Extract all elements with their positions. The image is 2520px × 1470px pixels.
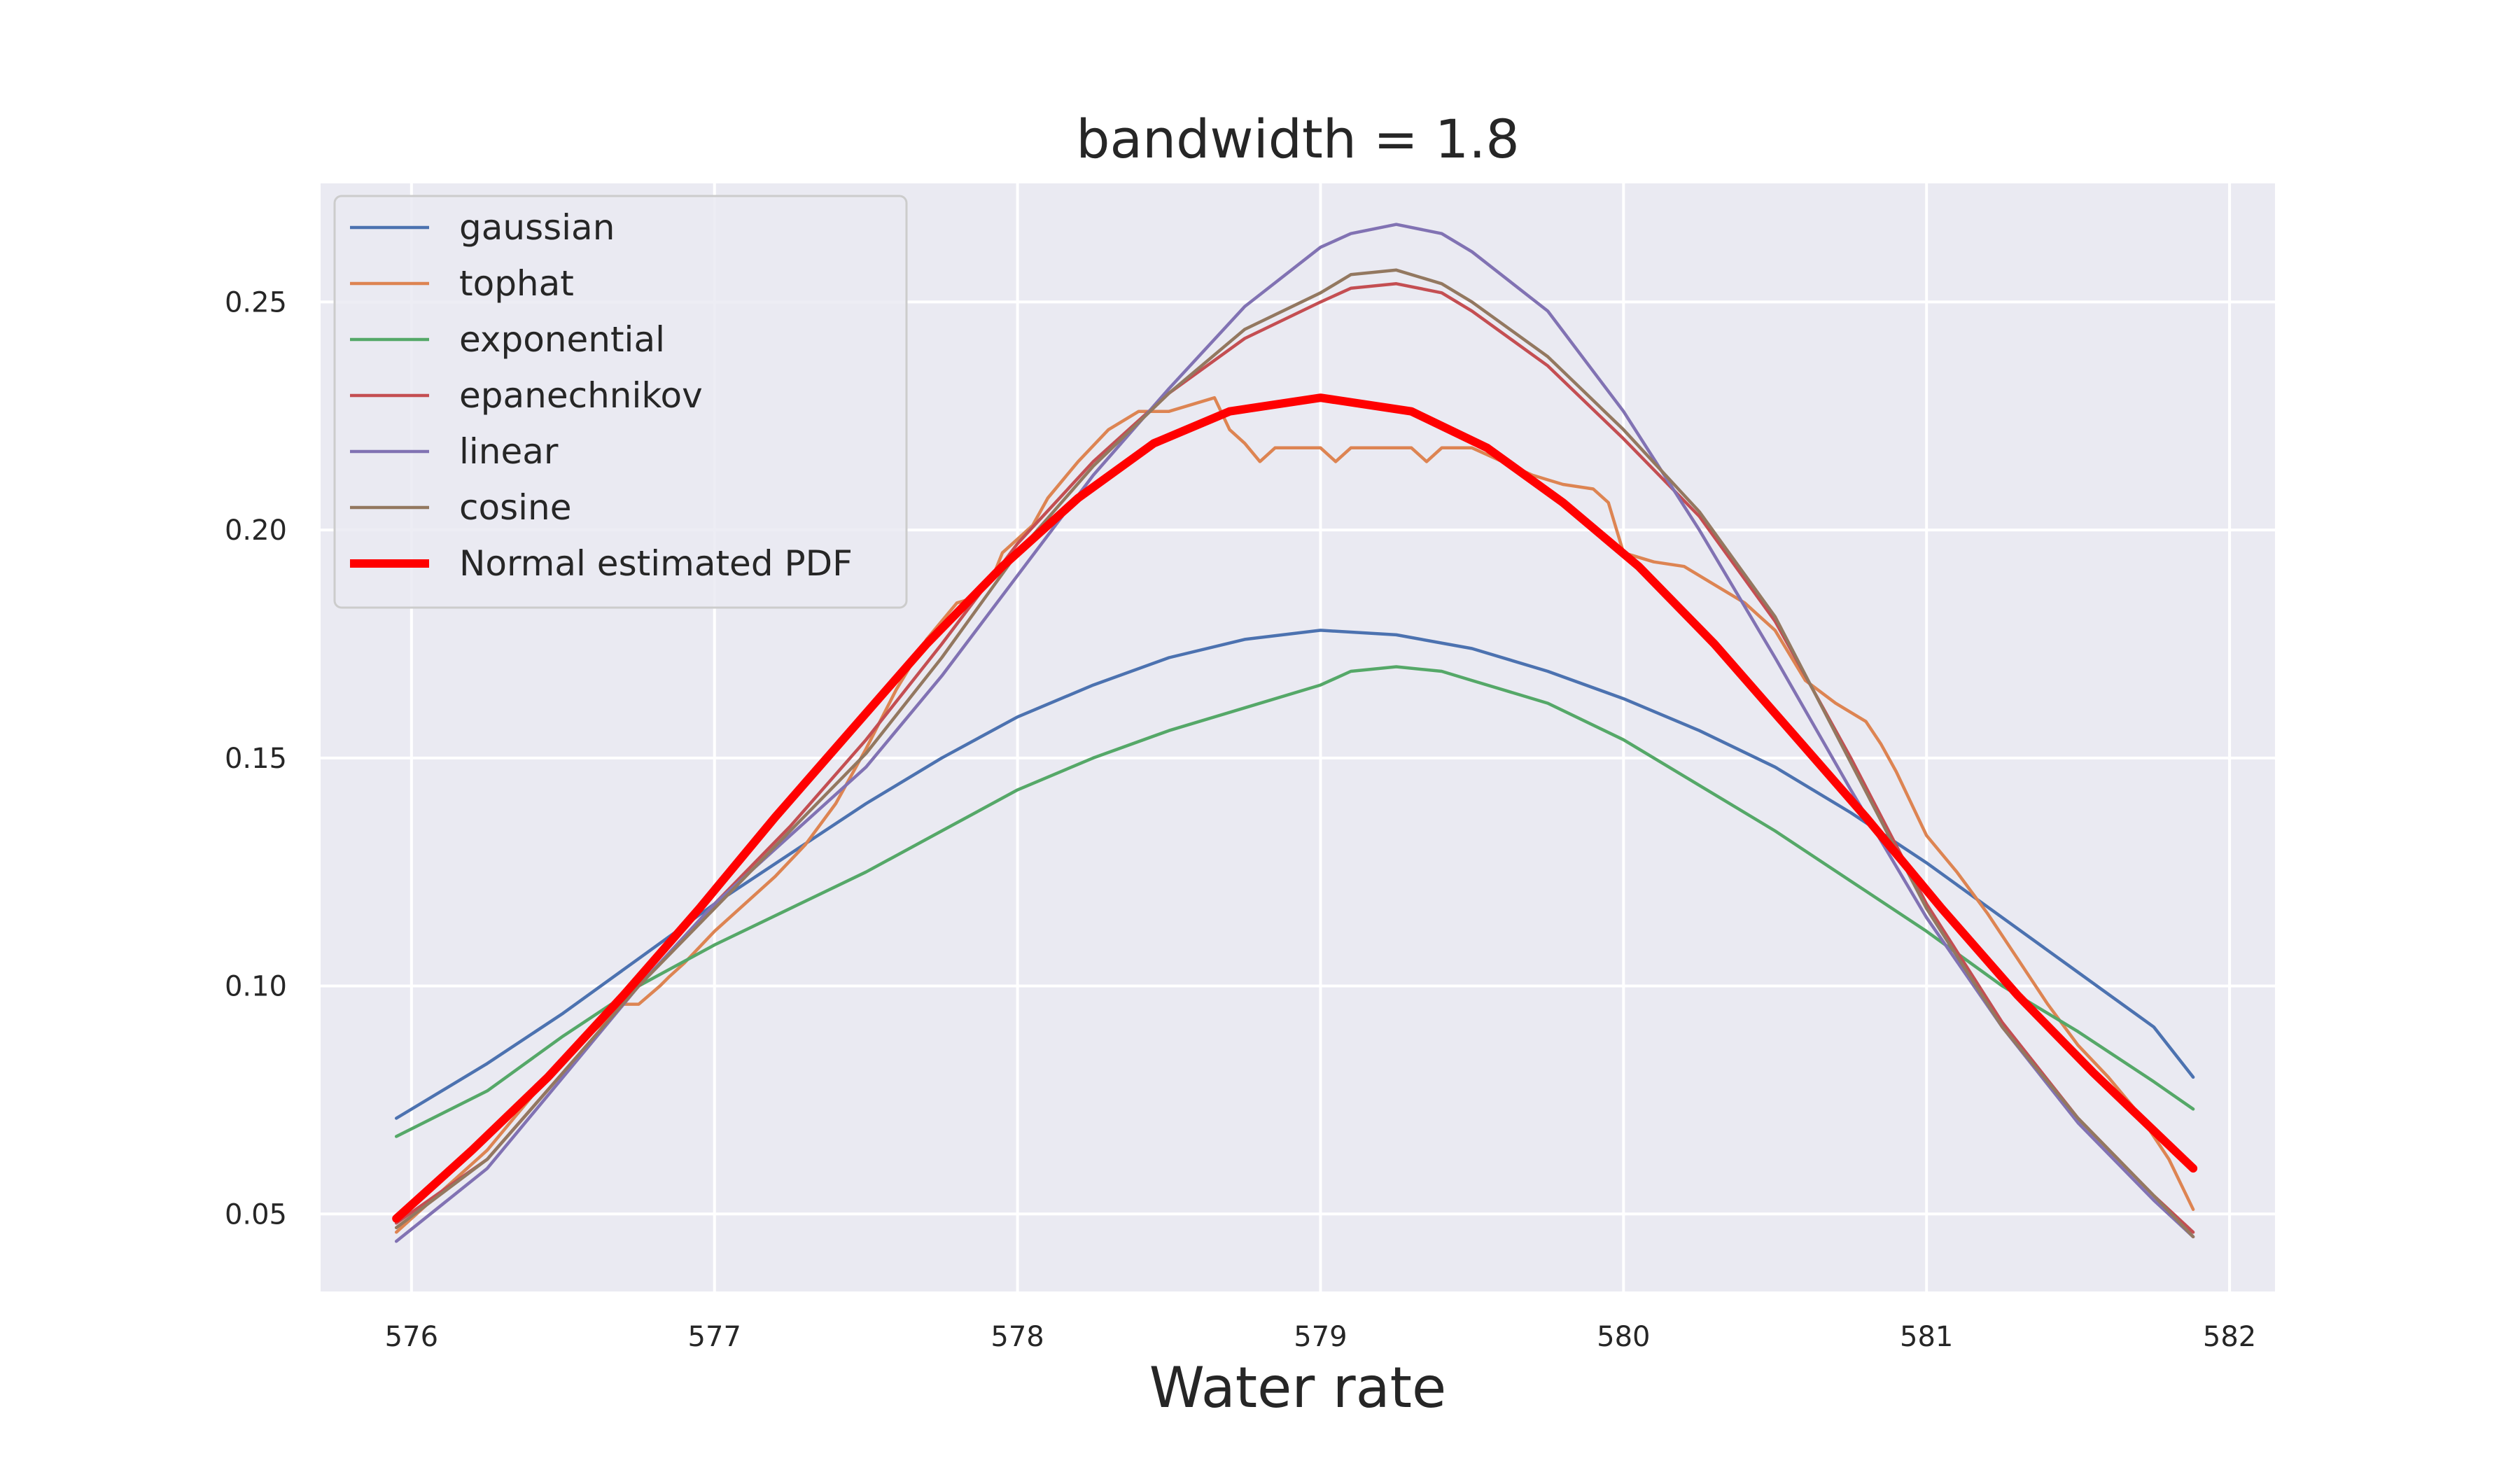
x-tick-label: 580 xyxy=(1597,1321,1650,1353)
y-tick-label: 0.15 xyxy=(225,743,287,775)
y-tick-label: 0.05 xyxy=(225,1198,287,1231)
legend-label: linear xyxy=(459,431,559,472)
legend: gaussian tophat exponential epanechnikov lin… xyxy=(333,195,908,609)
x-tick-label: 579 xyxy=(1294,1321,1347,1353)
series-line-normal-estimated-pdf xyxy=(392,393,2198,1223)
series-layer xyxy=(392,223,2198,1243)
y-tick-label: 0.20 xyxy=(225,514,287,547)
legend-box xyxy=(333,195,908,609)
legend-label: exponential xyxy=(459,319,665,360)
series-line-exponential xyxy=(394,665,2195,1138)
grid xyxy=(321,183,2275,1292)
x-tick-label: 582 xyxy=(2203,1321,2256,1353)
x-axis-label: Water rate xyxy=(1149,1355,1446,1420)
series-line-tophat xyxy=(394,396,2195,1234)
x-tick-label: 581 xyxy=(1900,1321,1953,1353)
legend-label: cosine xyxy=(459,487,571,528)
x-tick-label: 576 xyxy=(385,1321,438,1353)
y-tick-label: 0.10 xyxy=(225,971,287,1003)
x-tick-label: 577 xyxy=(688,1321,741,1353)
y-tick-label: 0.25 xyxy=(225,286,287,318)
y-axis-ticks: 0.05 0.10 0.15 0.20 0.25 xyxy=(225,286,287,1231)
legend-label: Normal estimated PDF xyxy=(459,543,853,584)
legend-label: tophat xyxy=(459,263,574,304)
legend-label: gaussian xyxy=(459,207,615,248)
chart-title: bandwidth = 1.8 xyxy=(1076,108,1520,170)
legend-label: epanechnikov xyxy=(459,375,703,416)
x-axis-ticks: 576 577 578 579 580 581 582 xyxy=(385,1321,2257,1353)
x-tick-label: 578 xyxy=(990,1321,1044,1353)
